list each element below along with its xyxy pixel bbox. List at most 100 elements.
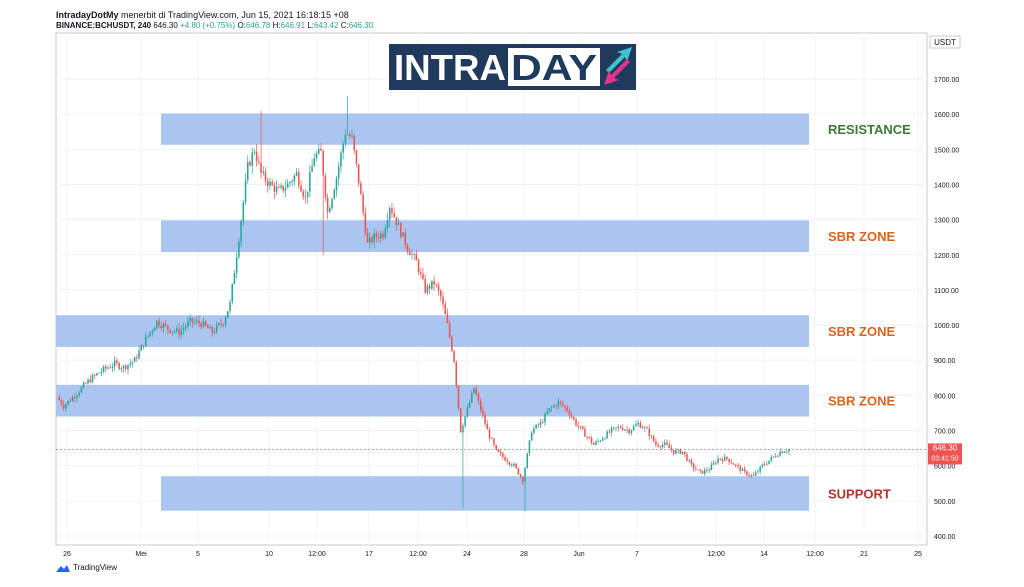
- candle-body: [162, 323, 165, 329]
- candle-body: [561, 403, 564, 406]
- tradingview-footer[interactable]: TradingView: [56, 563, 117, 572]
- x-axis[interactable]: 26 Mei 5 10 12:00 17 12:00 24 28 Jun 7 12:00 14 12:00…: [63, 551, 922, 558]
- candle-body: [76, 395, 78, 399]
- candle-body: [644, 427, 646, 429]
- candle-body: [173, 331, 176, 332]
- zone-label: SBR ZONE: [828, 229, 896, 244]
- candle-body: [293, 175, 296, 182]
- candle-body: [158, 320, 160, 326]
- x-tick-label: Mei: [135, 551, 147, 558]
- candle-body: [304, 196, 307, 198]
- candle-body: [280, 185, 282, 188]
- candle-body: [242, 202, 245, 222]
- candle-body: [71, 397, 74, 402]
- candle-body: [692, 463, 695, 469]
- y-axis[interactable]: 1700.00 1600.00 1500.00 1400.00 1300.00 1200.…: [934, 77, 959, 541]
- candle-body: [120, 368, 123, 370]
- candle-body: [675, 450, 677, 454]
- x-tick-label: 21: [860, 551, 868, 558]
- candle-body: [657, 444, 659, 447]
- candle-body: [357, 164, 360, 184]
- candle-body: [550, 407, 553, 409]
- candle-body: [688, 459, 690, 461]
- candle-body: [444, 304, 446, 315]
- candle-body: [617, 426, 619, 428]
- currency-badge[interactable]: USDT: [929, 35, 961, 49]
- close-value: 646.30: [348, 21, 374, 30]
- candle-body: [335, 178, 338, 191]
- candle-body: [109, 367, 112, 369]
- candle-body: [593, 443, 595, 445]
- candle-body: [564, 405, 566, 408]
- candle-body: [342, 143, 344, 153]
- zone-band: [161, 476, 809, 511]
- candle-body: [244, 180, 247, 203]
- candle-body: [295, 172, 298, 176]
- candle-body: [391, 208, 393, 214]
- zone-label: SBR ZONE: [828, 324, 896, 339]
- candle-body: [457, 385, 460, 409]
- candle-body: [524, 468, 526, 482]
- candle-body: [475, 388, 478, 395]
- candle-body: [482, 410, 484, 416]
- candle-body: [91, 375, 94, 383]
- candle-body: [522, 476, 524, 482]
- candle-body: [156, 320, 158, 328]
- candle-body: [195, 320, 198, 322]
- candle-body: [395, 217, 398, 225]
- zone-band: [56, 315, 809, 347]
- price-tag-value: 646.30: [933, 443, 958, 452]
- candle-body: [422, 273, 424, 279]
- x-tick-label: 12:00: [806, 551, 824, 558]
- candle-body: [730, 462, 733, 464]
- candle-body: [253, 151, 256, 153]
- candle-body: [200, 323, 202, 327]
- candle-body: [260, 162, 262, 173]
- candle-body: [577, 425, 580, 427]
- candle-body: [502, 453, 504, 458]
- candle-body: [557, 401, 560, 407]
- candle-body: [182, 328, 185, 331]
- candle-body: [455, 361, 458, 386]
- candle-body: [579, 426, 582, 428]
- candle-body: [588, 436, 591, 439]
- candle-body: [721, 459, 724, 461]
- y-tick-label: 1200.00: [934, 253, 959, 260]
- candle-body: [207, 325, 209, 329]
- candle-body: [559, 401, 562, 404]
- candle-body: [442, 296, 444, 305]
- x-tick-label: Jun: [573, 551, 584, 558]
- candle-body: [209, 326, 211, 329]
- candle-body: [632, 426, 635, 431]
- candle-body: [668, 444, 670, 449]
- candle-body: [227, 311, 229, 318]
- y-tick-label: 800.00: [934, 393, 956, 400]
- candle-body: [213, 331, 216, 333]
- candle-body: [122, 365, 125, 369]
- candle-body: [65, 404, 67, 409]
- x-tick-label: 12:00: [707, 551, 725, 558]
- candle-body: [566, 407, 568, 411]
- candle-body: [189, 317, 191, 322]
- candle-body: [710, 464, 713, 471]
- candle-body: [116, 360, 118, 363]
- y-tick-label: 1400.00: [934, 182, 959, 189]
- candle-body: [604, 438, 606, 440]
- candle-body: [62, 404, 65, 409]
- candle-body: [393, 213, 395, 218]
- candle-body: [619, 426, 622, 428]
- candle-body: [621, 427, 624, 431]
- candle-body: [703, 469, 706, 474]
- candle-body: [772, 456, 775, 458]
- candle-body: [599, 440, 602, 442]
- candle-body: [479, 400, 482, 411]
- candle-body: [728, 458, 730, 463]
- candle-body: [708, 470, 710, 472]
- x-tick-label: 12:00: [409, 551, 427, 558]
- candle-body: [683, 451, 686, 455]
- candle-body: [255, 151, 258, 162]
- candle-body: [171, 331, 174, 333]
- candle-body: [488, 429, 491, 438]
- logo-arrows-icon: [604, 47, 632, 85]
